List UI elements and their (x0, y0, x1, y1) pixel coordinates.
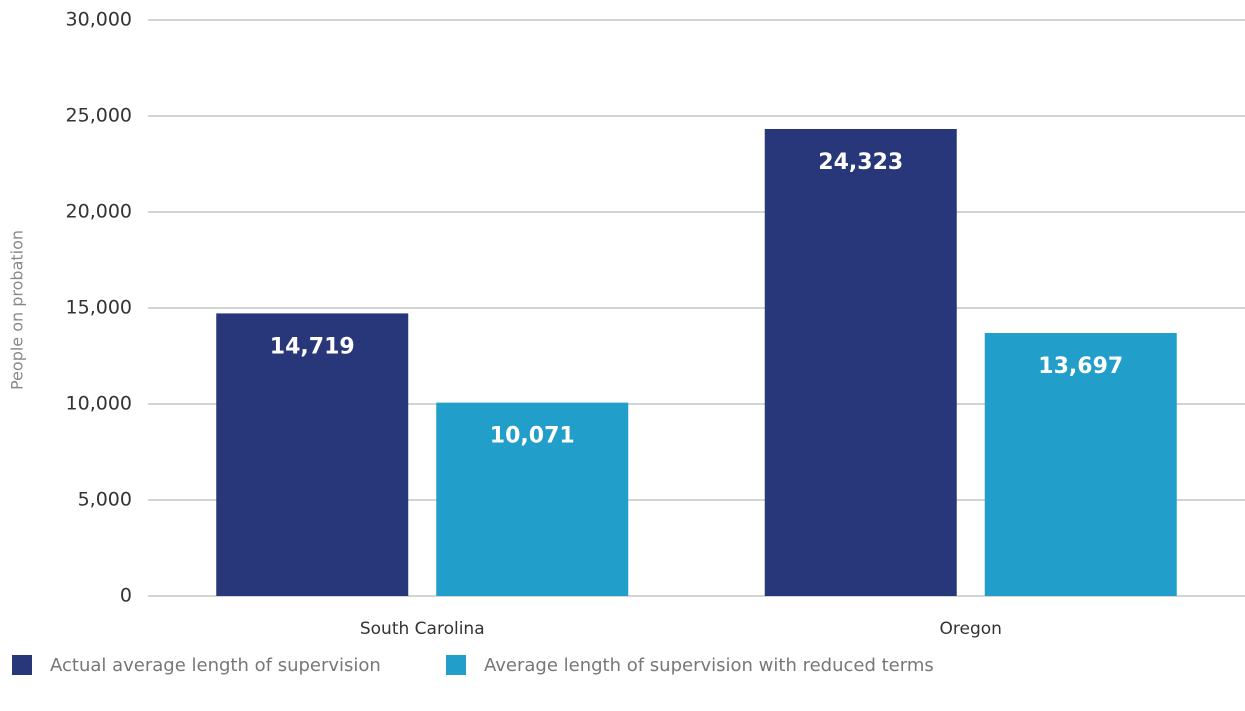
bar (216, 313, 409, 596)
data-label: 13,697 (1038, 354, 1123, 379)
y-tick-label: 30,000 (66, 9, 132, 31)
y-axis-label: People on probation (8, 230, 27, 390)
y-tick-label: 0 (120, 585, 132, 607)
x-tick-label: South Carolina (360, 619, 485, 639)
legend-swatch (12, 655, 32, 675)
legend-label: Actual average length of supervision (50, 655, 381, 676)
y-tick-label: 15,000 (66, 297, 132, 319)
bar (984, 333, 1177, 596)
data-label: 14,719 (270, 334, 355, 359)
y-tick-label: 25,000 (66, 105, 132, 127)
y-tick-label: 10,000 (66, 393, 132, 415)
bar (436, 402, 629, 596)
data-label: 10,071 (490, 424, 575, 449)
y-tick-label: 20,000 (66, 201, 132, 223)
x-tick-label: Oregon (940, 619, 1002, 639)
legend-label: Average length of supervision with reduc… (484, 655, 934, 676)
legend-swatch (446, 655, 466, 675)
bar (764, 128, 957, 596)
data-label: 24,323 (818, 150, 903, 175)
y-tick-label: 5,000 (78, 489, 132, 511)
